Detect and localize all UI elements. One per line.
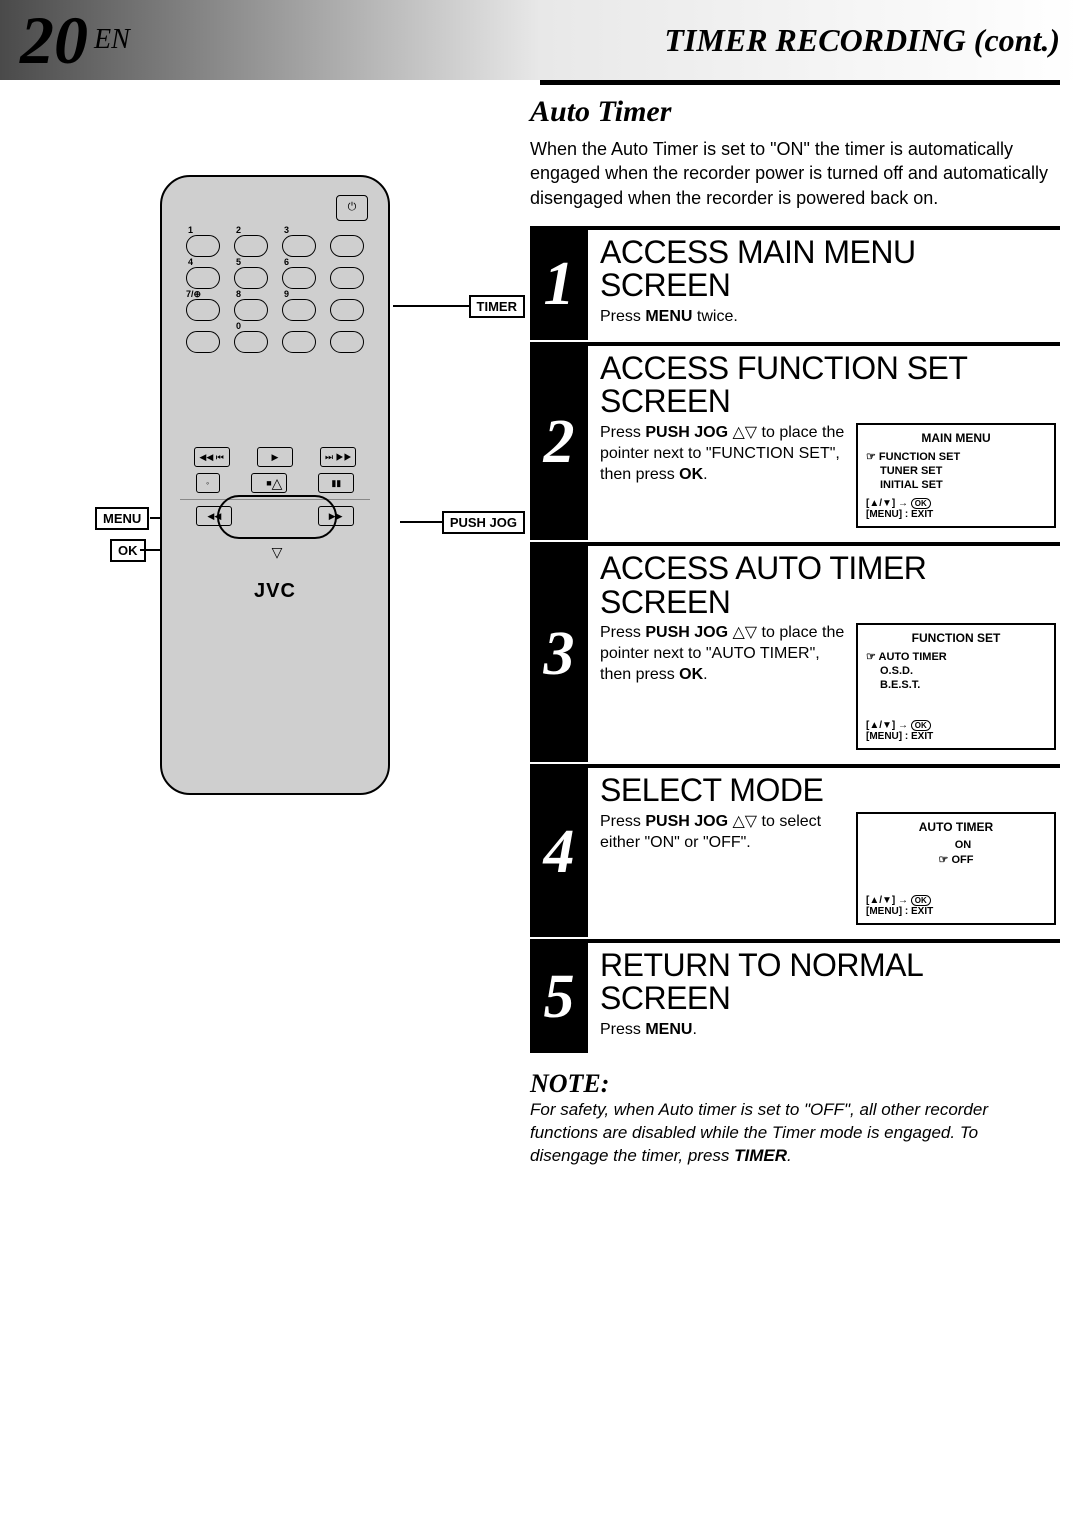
intro-text: When the Auto Timer is set to "ON" the t…: [530, 137, 1060, 210]
page-number: 20: [20, 1, 88, 80]
note-text: For safety, when Auto timer is set to "O…: [530, 1099, 1060, 1168]
step-2: 2 ACCESS FUNCTION SET SCREEN Press PUSH …: [530, 342, 1060, 540]
remote-key: [282, 299, 316, 321]
arrow-down-icon: ▽: [272, 544, 283, 561]
step-3: 3 ACCESS AUTO TIMER SCREEN Press PUSH JO…: [530, 542, 1060, 762]
osd-line: ☞ OFF: [866, 852, 1046, 867]
step-text: Press MENU.: [600, 1020, 1056, 1041]
step-title-line: ACCESS AUTO TIMER: [600, 550, 926, 586]
key-7-label: 7/⊕: [186, 289, 201, 300]
step-title: ACCESS FUNCTION SET SCREEN: [600, 352, 1056, 419]
step-text: Press PUSH JOG △▽ to place the pointer n…: [600, 623, 846, 750]
remote-key: [282, 267, 316, 289]
osd-line: O.S.D.: [866, 664, 1046, 678]
remote-key: [234, 267, 268, 289]
remote-key: [186, 267, 220, 289]
osd-title: FUNCTION SET: [866, 631, 1046, 645]
step-title: ACCESS MAIN MENU SCREEN: [600, 236, 1056, 303]
leader-timer: [393, 305, 470, 307]
key-6-label: 6: [284, 257, 289, 267]
step-text: Press MENU twice.: [600, 307, 1056, 328]
page-header: 20 EN TIMER RECORDING (cont.): [0, 0, 1080, 80]
step-title-line: SCREEN: [600, 383, 730, 419]
remote-key: [186, 235, 220, 257]
osd-main-menu: MAIN MENU ☞ FUNCTION SET TUNER SET INITI…: [856, 423, 1056, 528]
key-0-label: 0: [236, 321, 241, 331]
osd-line: ☞ FUNCTION SET: [866, 449, 1046, 464]
step-title-line: ACCESS MAIN MENU: [600, 234, 916, 270]
remote-key: [330, 267, 364, 289]
leader-pushjog: [400, 521, 442, 523]
section-title: Auto Timer: [530, 95, 1060, 129]
transport-btn: ⏭ ▶▶: [320, 447, 356, 467]
step-1: 1 ACCESS MAIN MENU SCREEN Press MENU twi…: [530, 226, 1060, 340]
step-text: Press PUSH JOG △▽ to place the pointer n…: [600, 423, 846, 528]
step-title-line: ACCESS FUNCTION SET: [600, 350, 967, 386]
arrow-up-icon: △: [272, 475, 283, 492]
remote-numpad: 1 2 3 4 5 6 7/⊕: [186, 235, 364, 363]
key-4-label: 4: [188, 257, 193, 267]
transport-btn: ◀◀ ⏮: [194, 447, 230, 467]
step-number: 2: [530, 346, 588, 540]
osd-footer: [▲/▼] → OK[MENU] : EXIT: [866, 720, 1046, 742]
key-9-label: 9: [284, 289, 289, 299]
remote-key: [330, 235, 364, 257]
step-number: 3: [530, 546, 588, 762]
key-8-label: 8: [236, 289, 241, 299]
dpad-oval: [217, 495, 337, 539]
remote-column: TIMER MENU PUSH JOG OK ⏻ 1 2 3 4: [20, 95, 530, 1168]
remote-key: [282, 235, 316, 257]
remote-key: [186, 331, 220, 353]
osd-line: INITIAL SET: [866, 478, 1046, 492]
step-number: 5: [530, 943, 588, 1053]
step-title: ACCESS AUTO TIMER SCREEN: [600, 552, 1056, 619]
osd-line: TUNER SET: [866, 464, 1046, 478]
osd-line: ON: [866, 838, 1046, 852]
step-title-line: SCREEN: [600, 980, 730, 1016]
remote-key-timer: [330, 331, 364, 353]
steps-column: Auto Timer When the Auto Timer is set to…: [530, 95, 1060, 1168]
osd-auto-timer: AUTO TIMER ON ☞ OFF [▲/▼] → OK[MENU] : E…: [856, 812, 1056, 925]
osd-title: AUTO TIMER: [866, 820, 1046, 834]
key-2-label: 2: [236, 225, 241, 235]
step-title-line: SCREEN: [600, 267, 730, 303]
step-title-line: RETURN TO NORMAL: [600, 947, 923, 983]
remote-key: [234, 299, 268, 321]
step-number: 1: [530, 230, 588, 340]
step-title: RETURN TO NORMAL SCREEN: [600, 949, 1056, 1016]
note-title: NOTE:: [530, 1069, 1060, 1099]
key-5-label: 5: [236, 257, 241, 267]
osd-title: MAIN MENU: [866, 431, 1046, 445]
osd-line: ☞ AUTO TIMER: [866, 649, 1046, 664]
remote-key: [330, 299, 364, 321]
remote-key: [234, 331, 268, 353]
osd-footer: [▲/▼] → OK[MENU] : EXIT: [866, 895, 1046, 917]
label-menu: MENU: [95, 507, 149, 530]
header-title: TIMER RECORDING (cont.): [130, 22, 1060, 59]
step-5: 5 RETURN TO NORMAL SCREEN Press MENU.: [530, 939, 1060, 1053]
step-4: 4 SELECT MODE Press PUSH JOG △▽ to selec…: [530, 764, 1060, 937]
label-timer: TIMER: [469, 295, 525, 318]
step-title-line: SCREEN: [600, 584, 730, 620]
power-button-icon: ⏻: [336, 195, 368, 221]
transport-btn: ▶: [257, 447, 293, 467]
remote-dpad: △ ▽: [212, 473, 342, 563]
key-3-label: 3: [284, 225, 289, 235]
label-pushjog: PUSH JOG: [442, 511, 525, 534]
remote-key: [186, 299, 220, 321]
step-number: 4: [530, 768, 588, 937]
step-title: SELECT MODE: [600, 774, 1056, 808]
remote-diagram: ⏻ 1 2 3 4 5 6: [160, 175, 390, 795]
remote-key: [234, 235, 268, 257]
key-1-label: 1: [188, 225, 193, 235]
remote-brand: JVC: [162, 580, 388, 603]
page-lang: EN: [94, 24, 130, 56]
osd-footer: [▲/▼] → OK[MENU] : EXIT: [866, 498, 1046, 520]
step-text: Press PUSH JOG △▽ to select either "ON" …: [600, 812, 846, 925]
osd-line: B.E.S.T.: [866, 678, 1046, 692]
osd-function-set: FUNCTION SET ☞ AUTO TIMER O.S.D. B.E.S.T…: [856, 623, 1056, 750]
remote-key: [282, 331, 316, 353]
